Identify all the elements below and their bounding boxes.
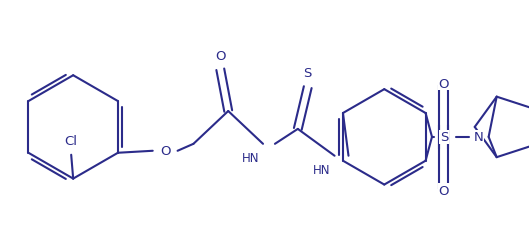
Text: S: S [304,67,312,79]
Text: HN: HN [313,163,331,176]
Text: Cl: Cl [65,135,78,148]
Text: O: O [439,184,449,197]
Text: O: O [160,145,171,158]
Text: O: O [215,50,226,63]
Text: S: S [440,131,448,144]
Text: HN: HN [242,152,259,165]
Text: N: N [474,131,484,144]
Text: O: O [439,77,449,90]
